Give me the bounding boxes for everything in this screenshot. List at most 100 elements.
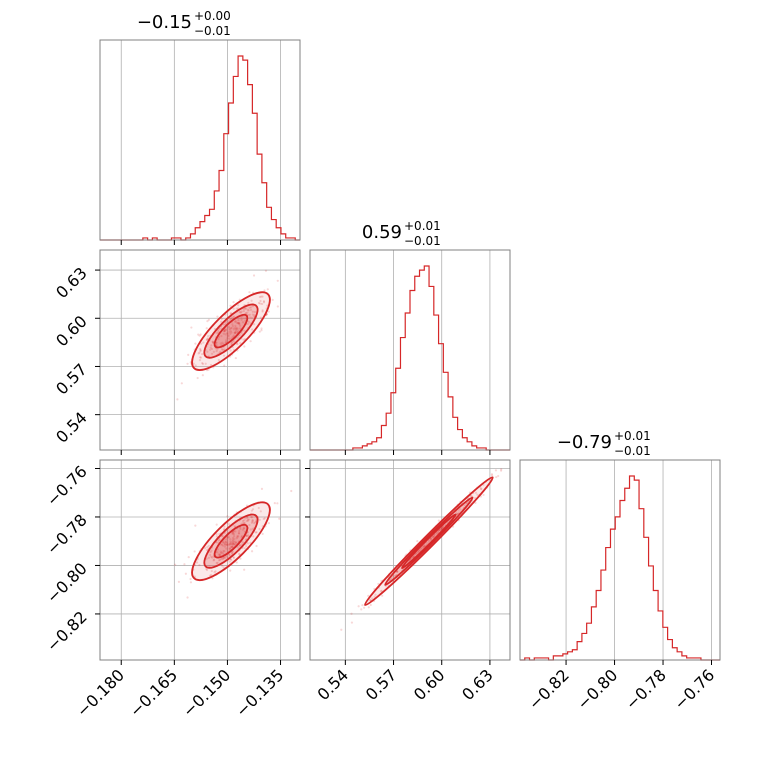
sample-point <box>434 533 437 536</box>
sample-point <box>210 352 214 355</box>
sample-point <box>205 567 208 571</box>
sample-point <box>241 321 245 324</box>
sample-point <box>260 295 263 298</box>
sample-point <box>215 331 218 335</box>
sample-point <box>237 318 240 322</box>
sample-point <box>218 558 222 562</box>
sample-point <box>246 322 250 325</box>
sample-point <box>233 525 236 528</box>
sample-point <box>237 535 240 538</box>
sample-point <box>361 604 364 607</box>
sample-point <box>276 279 279 282</box>
y-tick-label: 0.57 <box>52 360 91 399</box>
sample-point <box>236 321 239 324</box>
contour-line <box>191 291 271 371</box>
sample-point <box>223 525 226 528</box>
sample-point <box>427 539 431 543</box>
sample-point <box>223 329 226 333</box>
sample-point <box>236 535 239 538</box>
sample-point <box>209 348 212 351</box>
sample-point <box>418 549 421 552</box>
x-tick-label: 0.63 <box>458 665 497 704</box>
sample-point <box>221 558 225 561</box>
contour-fill <box>204 304 258 358</box>
sample-point <box>211 556 214 559</box>
sample-point <box>290 489 293 493</box>
sample-point <box>379 590 383 593</box>
sample-point <box>229 304 232 307</box>
sample-point <box>267 522 270 525</box>
x-tick-label: −0.180 <box>73 665 128 720</box>
sample-point <box>205 549 209 552</box>
sample-point <box>232 316 235 319</box>
sample-point <box>253 323 256 326</box>
sample-point <box>234 331 237 335</box>
histogram-panel-2: −0.79 +0.01−0.01 −0.82 −0.80 −0.78 −0.76 <box>519 429 721 713</box>
sample-point <box>258 527 261 531</box>
sample-point <box>255 531 258 534</box>
sample-point <box>204 547 207 550</box>
sample-point <box>209 363 213 367</box>
sample-point <box>220 551 223 554</box>
x-tick-label: 0.54 <box>314 665 353 704</box>
sample-point <box>263 517 266 520</box>
sample-point <box>238 311 241 314</box>
contour-line <box>213 523 249 559</box>
sample-point <box>246 308 249 312</box>
sample-point <box>233 331 236 334</box>
sample-point <box>234 320 237 323</box>
sample-point <box>206 338 209 341</box>
sample-point <box>222 354 226 357</box>
sample-point <box>441 526 444 529</box>
sample-point <box>499 469 503 472</box>
panel-frame <box>99 459 301 661</box>
sample-point <box>210 569 213 573</box>
sample-point <box>251 328 254 331</box>
sample-point <box>224 543 227 546</box>
sample-point <box>259 299 262 303</box>
sample-point <box>229 349 232 352</box>
sample-point <box>194 524 197 527</box>
sample-point <box>204 362 207 365</box>
sample-point <box>465 502 468 505</box>
sample-point <box>174 563 177 566</box>
sample-point <box>229 541 233 544</box>
sample-point <box>177 580 181 583</box>
sample-point <box>240 310 243 313</box>
panel-title-value: −0.15 <box>137 12 192 33</box>
sample-point <box>235 328 238 331</box>
sample-point <box>220 564 224 567</box>
sample-point <box>223 329 226 333</box>
sample-point <box>222 541 225 544</box>
panel-frame <box>309 249 511 451</box>
contour-fill <box>214 524 248 558</box>
sample-point <box>228 543 231 546</box>
sample-point <box>430 538 433 541</box>
sample-point <box>437 519 440 522</box>
sample-point <box>257 506 260 510</box>
sample-point <box>245 545 248 548</box>
sample-point <box>224 538 228 541</box>
sample-point <box>267 310 270 313</box>
panel-title-plus: +0.01 <box>404 219 441 233</box>
sample-point <box>237 322 241 325</box>
sample-point <box>209 553 212 557</box>
panel-frame <box>519 459 721 661</box>
sample-point <box>226 543 229 546</box>
sample-point <box>458 508 462 511</box>
sample-point <box>258 330 261 333</box>
sample-point <box>223 542 226 545</box>
sample-point <box>211 340 214 343</box>
sample-point <box>224 328 228 332</box>
sample-point <box>248 313 251 316</box>
sample-point <box>234 356 237 360</box>
sample-point <box>380 589 383 592</box>
sample-point <box>229 540 232 543</box>
sample-point <box>210 555 213 558</box>
sample-point <box>207 335 210 338</box>
sample-point <box>186 596 189 599</box>
sample-point <box>228 337 231 340</box>
sample-point <box>430 537 433 540</box>
sample-point <box>223 364 226 367</box>
sample-point <box>243 329 246 332</box>
